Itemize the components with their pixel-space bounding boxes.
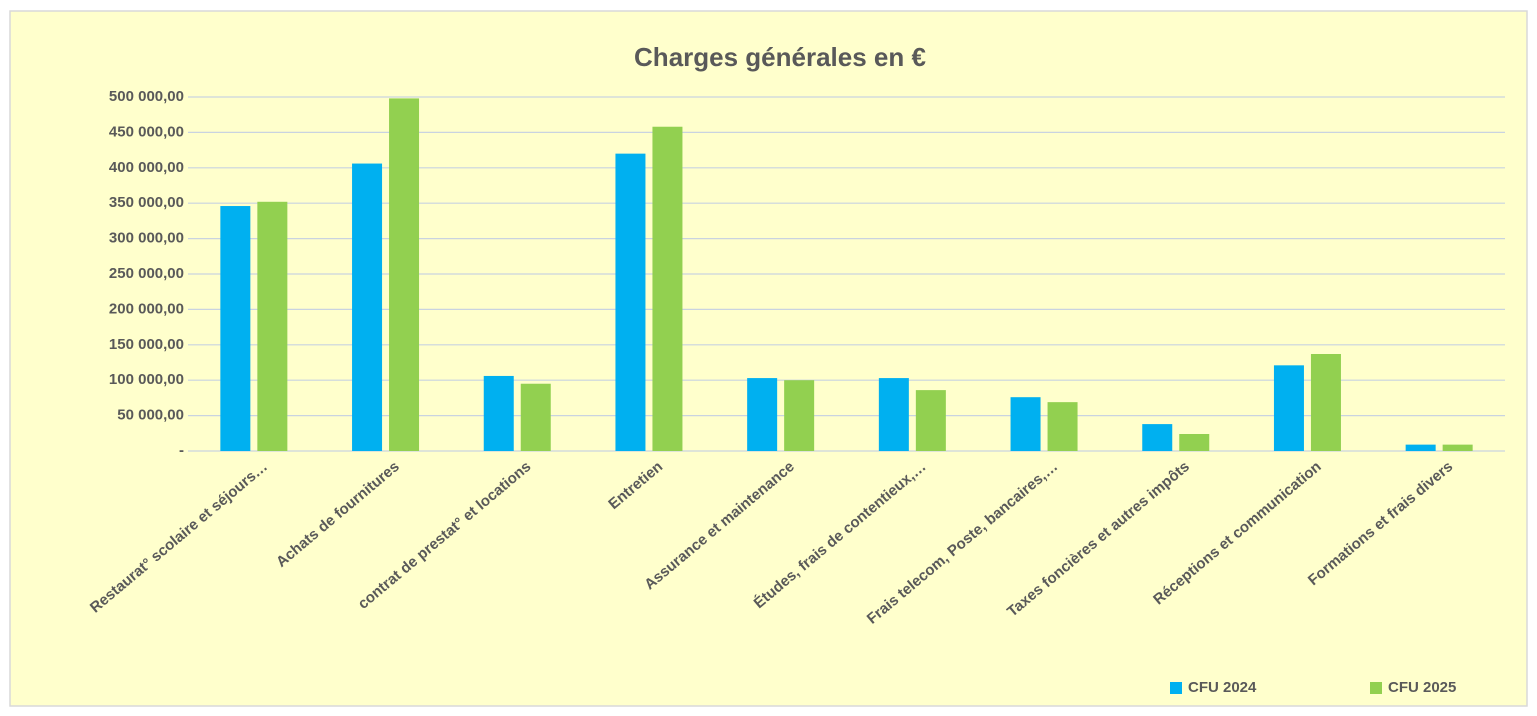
bar: [352, 163, 383, 451]
legend-label: CFU 2024: [1188, 679, 1257, 696]
bar: [1273, 365, 1304, 451]
bar: [389, 98, 420, 451]
legend-swatch: [1170, 682, 1182, 694]
bar: [483, 375, 514, 451]
legend-label: CFU 2025: [1388, 679, 1456, 696]
y-tick-label: 250 000,00: [109, 265, 184, 282]
bar: [1142, 424, 1173, 451]
y-tick-label: 350 000,00: [109, 194, 184, 211]
y-tick-label: 400 000,00: [109, 159, 184, 176]
y-tick-label: 100 000,00: [109, 371, 184, 388]
bar: [1405, 444, 1436, 451]
chart-title: Charges générales en €: [634, 42, 926, 72]
bar: [257, 201, 288, 451]
legend-swatch: [1370, 682, 1382, 694]
bar: [1442, 444, 1473, 451]
bar: [615, 153, 646, 451]
bar: [1179, 434, 1210, 451]
bar: [747, 378, 778, 451]
y-tick-label: 500 000,00: [109, 88, 184, 105]
y-tick-label: 150 000,00: [109, 336, 184, 353]
bar: [915, 390, 946, 451]
y-tick-label: 450 000,00: [109, 123, 184, 140]
bar: [784, 380, 815, 451]
y-tick-label: -: [179, 442, 184, 459]
bar: [1047, 402, 1078, 451]
bar: [1010, 397, 1041, 451]
y-tick-label: 300 000,00: [109, 230, 184, 247]
bar: [878, 378, 909, 451]
bar: [1310, 354, 1341, 451]
bar: [652, 126, 683, 452]
bar: [220, 206, 251, 451]
bar: [520, 383, 551, 451]
y-tick-label: 50 000,00: [117, 407, 184, 424]
y-tick-label: 200 000,00: [109, 300, 184, 317]
